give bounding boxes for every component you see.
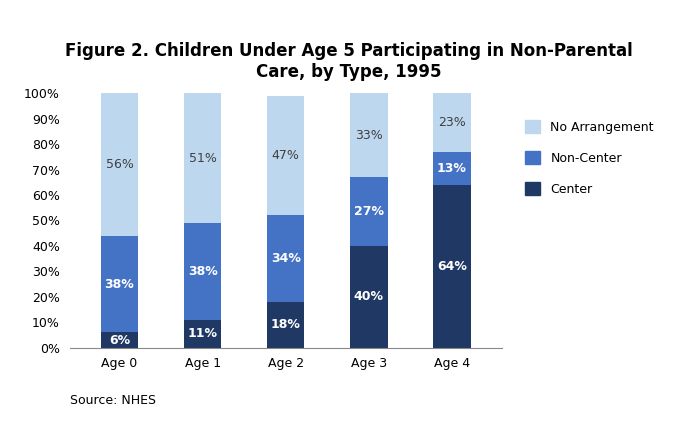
Bar: [101, 93, 138, 236]
Bar: [101, 236, 138, 332]
Text: 13%: 13%: [437, 162, 467, 175]
Bar: [267, 215, 305, 302]
Bar: [184, 320, 222, 348]
Text: 47%: 47%: [272, 149, 300, 162]
Bar: [350, 246, 388, 348]
Bar: [101, 332, 138, 348]
Text: 33%: 33%: [355, 129, 383, 142]
Text: 40%: 40%: [354, 290, 384, 303]
Bar: [350, 93, 388, 177]
Bar: [267, 302, 305, 348]
Text: 18%: 18%: [271, 318, 300, 331]
Text: Figure 2. Children Under Age 5 Participating in Non-Parental
Care, by Type, 1995: Figure 2. Children Under Age 5 Participa…: [65, 42, 632, 81]
Text: Source: NHES: Source: NHES: [70, 394, 155, 407]
Bar: [184, 93, 222, 223]
Text: 38%: 38%: [105, 278, 135, 290]
Text: 38%: 38%: [187, 265, 217, 278]
Text: 34%: 34%: [271, 252, 300, 265]
Text: 23%: 23%: [438, 116, 466, 129]
Bar: [434, 185, 470, 348]
Text: 64%: 64%: [437, 260, 467, 273]
Text: 27%: 27%: [354, 205, 384, 218]
Bar: [434, 93, 470, 152]
Bar: [434, 152, 470, 185]
Text: 11%: 11%: [187, 327, 217, 340]
Text: 56%: 56%: [106, 158, 134, 171]
Bar: [184, 223, 222, 320]
Text: 51%: 51%: [189, 152, 217, 165]
Bar: [267, 96, 305, 215]
Bar: [350, 177, 388, 246]
Text: 6%: 6%: [109, 334, 130, 346]
Legend: No Arrangement, Non-Center, Center: No Arrangement, Non-Center, Center: [526, 120, 654, 196]
